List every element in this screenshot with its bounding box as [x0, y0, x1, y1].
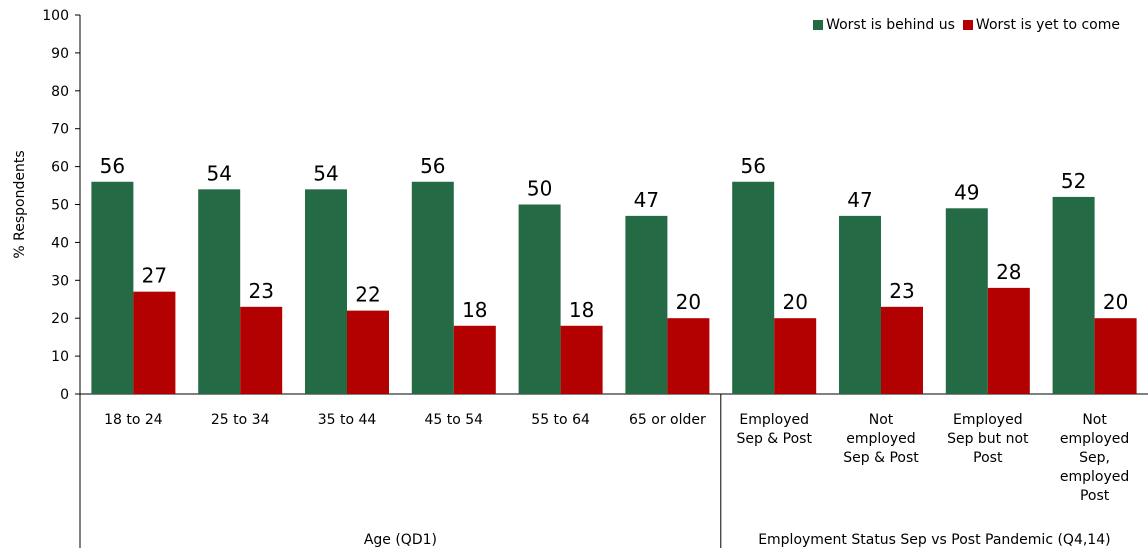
category-label: employed — [1060, 431, 1129, 447]
category-label: Sep & Post — [736, 431, 812, 447]
bar-yet — [774, 318, 817, 394]
bar-behind — [198, 189, 241, 394]
y-tick-label: 90 — [51, 46, 69, 62]
legend-item-yet: Worst is yet to come — [962, 17, 1120, 33]
legend-swatch-yet — [962, 20, 973, 30]
category-label: 35 to 44 — [318, 412, 377, 428]
data-label-yet: 23 — [889, 279, 914, 303]
data-label-yet: 22 — [355, 283, 380, 307]
y-tick-label: 50 — [51, 198, 69, 214]
y-tick-label: 70 — [51, 122, 69, 138]
data-label-behind: 54 — [313, 161, 338, 185]
bars — [91, 181, 1137, 394]
data-label-behind: 56 — [420, 154, 445, 178]
bar-behind — [91, 181, 134, 394]
bar-yet — [667, 318, 710, 394]
data-label-behind: 47 — [634, 188, 659, 212]
data-label-behind: 56 — [100, 154, 125, 178]
category-label: Sep but not — [947, 431, 1029, 447]
labels: 0 10 20 30 40 50 60 70 80 90 100 % Respondents Age (… — [12, 8, 1129, 548]
category-label: 45 to 54 — [425, 412, 484, 428]
bar-behind — [945, 208, 988, 394]
category-label: employed — [1060, 469, 1129, 485]
bar-yet — [347, 310, 389, 394]
legend-label-behind: Worst is behind us — [826, 17, 955, 33]
data-label-yet: 20 — [1103, 290, 1128, 314]
data-label-behind: 52 — [1061, 169, 1086, 193]
category-label: Post — [973, 450, 1003, 466]
data-label-behind: 50 — [527, 177, 552, 201]
data-label-yet: 18 — [462, 298, 487, 322]
data-label-yet: 27 — [142, 264, 167, 288]
bar-yet — [453, 325, 496, 394]
y-axis-title: % Respondents — [12, 150, 28, 258]
y-tick-label: 30 — [51, 273, 69, 289]
bar-yet — [987, 287, 1030, 394]
category-label: employed — [846, 431, 915, 447]
bar-behind — [411, 181, 454, 394]
category-label: 55 to 64 — [531, 412, 590, 428]
y-tick-label: 10 — [51, 349, 69, 365]
group-label: Age (QD1) — [364, 532, 437, 548]
legend-swatch-behind — [813, 20, 824, 30]
data-label-behind: 54 — [206, 161, 231, 185]
data-label-yet: 20 — [676, 290, 701, 314]
y-tick-label: 100 — [42, 8, 69, 24]
category-label: Sep & Post — [843, 450, 919, 466]
data-label-behind: 56 — [740, 154, 765, 178]
bar-behind — [518, 204, 561, 394]
bar-yet — [240, 306, 283, 394]
data-label-behind: 49 — [954, 180, 979, 204]
category-label: Employed — [739, 412, 809, 428]
data-label-behind: 47 — [847, 188, 872, 212]
bar-yet — [133, 291, 176, 394]
category-label: Sep, — [1079, 450, 1110, 466]
category-label: Post — [1080, 488, 1110, 504]
group-label: Employment Status Sep vs Post Pandemic (… — [758, 532, 1110, 548]
y-tick-label: 0 — [60, 387, 69, 403]
data-label-yet: 18 — [569, 298, 594, 322]
bar-behind — [625, 215, 668, 394]
bar-behind — [839, 215, 881, 394]
y-tick-label: 60 — [51, 160, 69, 176]
category-label: 18 to 24 — [104, 412, 163, 428]
y-tick-label: 80 — [51, 84, 69, 100]
category-label: Employed — [953, 412, 1023, 428]
bar-yet — [560, 325, 603, 394]
bar-behind — [1052, 196, 1095, 394]
legend-label-yet: Worst is yet to come — [975, 17, 1120, 33]
data-label-yet: 20 — [782, 290, 807, 314]
legend: Worst is behind us Worst is yet to come — [809, 17, 1120, 33]
bar-yet — [881, 306, 923, 394]
bar-behind — [305, 189, 347, 394]
bar-yet — [1094, 318, 1137, 394]
y-tick-label: 20 — [51, 311, 69, 327]
y-tick-label: 40 — [51, 235, 69, 251]
data-label-yet: 23 — [248, 279, 273, 303]
category-label: 65 or older — [629, 412, 706, 428]
data-label-yet: 28 — [996, 260, 1021, 284]
bar-behind — [732, 181, 775, 394]
legend-item-behind: Worst is behind us — [813, 17, 955, 33]
category-label: Not — [869, 412, 894, 428]
category-label: 25 to 34 — [211, 412, 270, 428]
category-label: Not — [1082, 412, 1107, 428]
